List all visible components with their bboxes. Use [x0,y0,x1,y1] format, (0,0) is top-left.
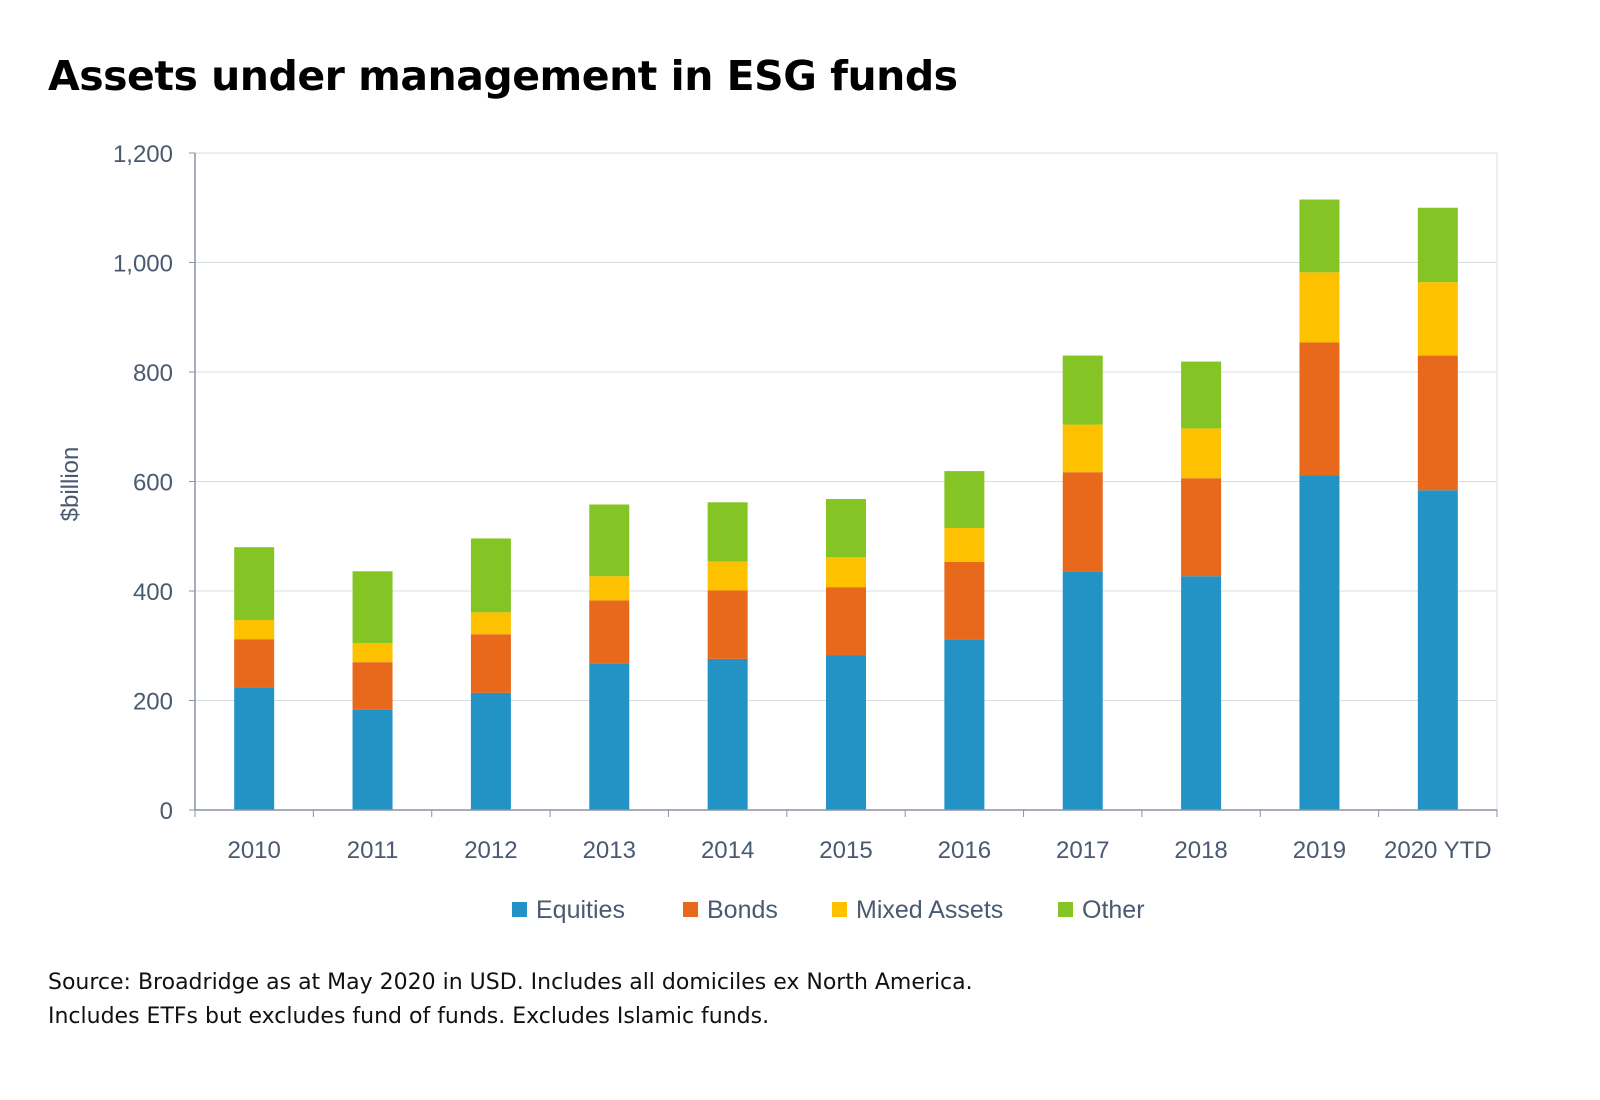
x-tick-label: 2019 [1293,837,1346,864]
bar-bonds [1181,478,1222,577]
bar-equities [1062,571,1103,810]
bar-bonds [1417,355,1458,491]
bar-other [470,538,511,613]
bar-mixed-assets [1062,424,1103,473]
bar-other [1181,361,1222,429]
bar-equities [944,639,985,810]
axes: 0 200 400 600 800 1,000 1,200 2010 2011 2012 2013 2… [113,141,1498,864]
legend-swatch-mixed-assets [832,902,847,917]
y-tick-label: 200 [133,689,173,716]
x-tick-label: 2013 [583,837,636,864]
x-tick-label: 2017 [1056,837,1109,864]
bar-other [1417,207,1458,283]
bar-other [234,547,275,621]
y-axis-label: $billion [57,447,84,522]
bar-equities [707,658,748,810]
x-tick-label: 2014 [701,837,754,864]
stacked-bar-chart: 0 200 400 600 800 1,000 1,200 2010 2011 2012 2013 2… [57,141,1498,924]
source-note-line-1: Source: Broadridge as at May 2020 in USD… [48,970,973,995]
legend: Equities Bonds Mixed Assets Other [512,896,1145,924]
bar-equities [470,692,511,810]
bar-mixed-assets [352,643,393,663]
bar-bonds [1299,342,1340,476]
legend-swatch-other [1058,902,1073,917]
bar-other [944,471,985,529]
y-tick-label: 400 [133,579,173,606]
x-tick-label: 2015 [819,837,872,864]
bar-mixed-assets [1181,428,1222,479]
y-tick-label: 0 [160,798,173,825]
bar-equities [826,655,866,810]
bar-equities [1181,576,1222,810]
bar-other [1062,355,1103,425]
bar-mixed-assets [470,612,511,635]
source-note-line-2: Includes ETFs but excludes fund of funds… [48,1004,770,1029]
y-tick-label: 600 [133,470,173,497]
bar-bonds [589,600,630,664]
bar-equities [352,709,393,810]
legend-label: Other [1082,896,1145,924]
bars [234,199,1458,810]
x-tick-label: 2018 [1174,837,1227,864]
bar-bonds [352,662,393,710]
bar-mixed-assets [707,561,748,591]
legend-label: Mixed Assets [856,896,1003,924]
legend-label: Equities [536,896,625,924]
bar-other [352,571,393,644]
x-tick-label: 2016 [938,837,991,864]
bar-bonds [1062,472,1103,572]
bar-equities [234,687,275,810]
bar-bonds [234,639,275,688]
y-tick-label: 800 [133,360,173,387]
bar-other [1299,199,1340,273]
bar-equities [1417,490,1458,810]
bar-mixed-assets [1417,282,1458,356]
legend-swatch-equities [512,902,527,917]
x-tick-label: 2012 [464,837,517,864]
bar-other [826,499,866,558]
bar-other [589,504,630,577]
legend-swatch-bonds [683,902,698,917]
x-tick-label: 2010 [227,837,280,864]
bar-mixed-assets [234,620,275,640]
bar-bonds [707,590,748,659]
y-tick-label: 1,200 [113,141,173,168]
bar-mixed-assets [944,528,985,562]
bar-equities [1299,475,1340,810]
x-tick-label: 2011 [347,837,399,864]
chart-title: Assets under management in ESG funds [48,52,958,100]
bar-equities [589,663,630,810]
bar-other [707,502,748,562]
legend-label: Bonds [707,896,778,924]
y-tick-label: 1,000 [113,251,173,278]
bar-mixed-assets [589,576,630,601]
bar-mixed-assets [826,557,866,588]
bar-bonds [826,587,866,656]
bar-bonds [470,634,511,693]
bar-bonds [944,561,985,640]
bar-mixed-assets [1299,272,1340,343]
x-tick-label: 2020 YTD [1384,837,1492,864]
